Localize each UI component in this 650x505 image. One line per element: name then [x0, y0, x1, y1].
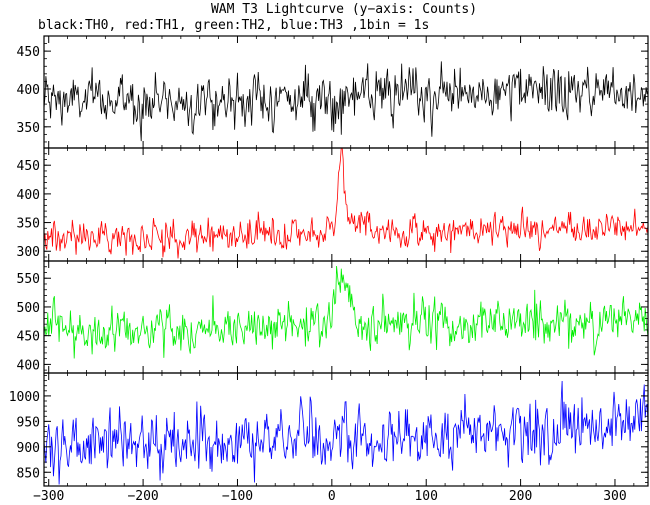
x-tick-label: −200 — [127, 489, 158, 504]
panel-th2: 400 450 500 550 — [17, 260, 649, 374]
panels-group: 350 400 450 300 350 400 450 400 450 500 550 850 900 9… — [9, 35, 649, 487]
panel-th0: 350 400 450 — [17, 35, 649, 149]
series-th1 — [44, 148, 648, 259]
series-th0 — [44, 61, 648, 142]
y-tick-label: 400 — [17, 358, 40, 373]
x-tick-label: 200 — [509, 489, 532, 504]
y-tick-label: 450 — [17, 45, 40, 60]
y-tick-label: 950 — [17, 415, 40, 430]
panel-frame — [43, 260, 649, 374]
x-axis: −300 −200 −100 0 100 200 300 — [33, 489, 627, 504]
x-tick-label: −100 — [222, 489, 253, 504]
x-tick-label: 0 — [328, 489, 336, 504]
y-tick-label: 500 — [17, 301, 40, 316]
y-tick-label: 850 — [17, 466, 40, 481]
x-tick-label: 100 — [414, 489, 437, 504]
y-tick-label: 350 — [17, 121, 40, 136]
panel-th1: 300 350 400 450 — [17, 147, 649, 262]
series-th3 — [44, 380, 648, 485]
x-tick-label: 300 — [603, 489, 626, 504]
y-tick-label: 300 — [17, 245, 40, 260]
y-tick-label: 1000 — [9, 390, 40, 405]
x-tick-label: −300 — [33, 489, 64, 504]
y-tick-label: 450 — [17, 159, 40, 174]
y-tick-label: 400 — [17, 188, 40, 203]
y-tick-label: 350 — [17, 217, 40, 232]
y-tick-label: 400 — [17, 83, 40, 98]
chart-subtitle: black:TH0, red:TH1, green:TH2, blue:TH3 … — [38, 18, 429, 33]
y-tick-label: 900 — [17, 441, 40, 456]
chart-title: WAM T3 Lightcurve (y−axis: Counts) — [211, 2, 477, 17]
panel-frame — [43, 372, 649, 487]
series-th2 — [44, 266, 648, 359]
panel-th3: 850 900 950 1000 — [9, 372, 649, 487]
y-tick-label: 550 — [17, 272, 40, 287]
y-tick-label: 450 — [17, 330, 40, 345]
